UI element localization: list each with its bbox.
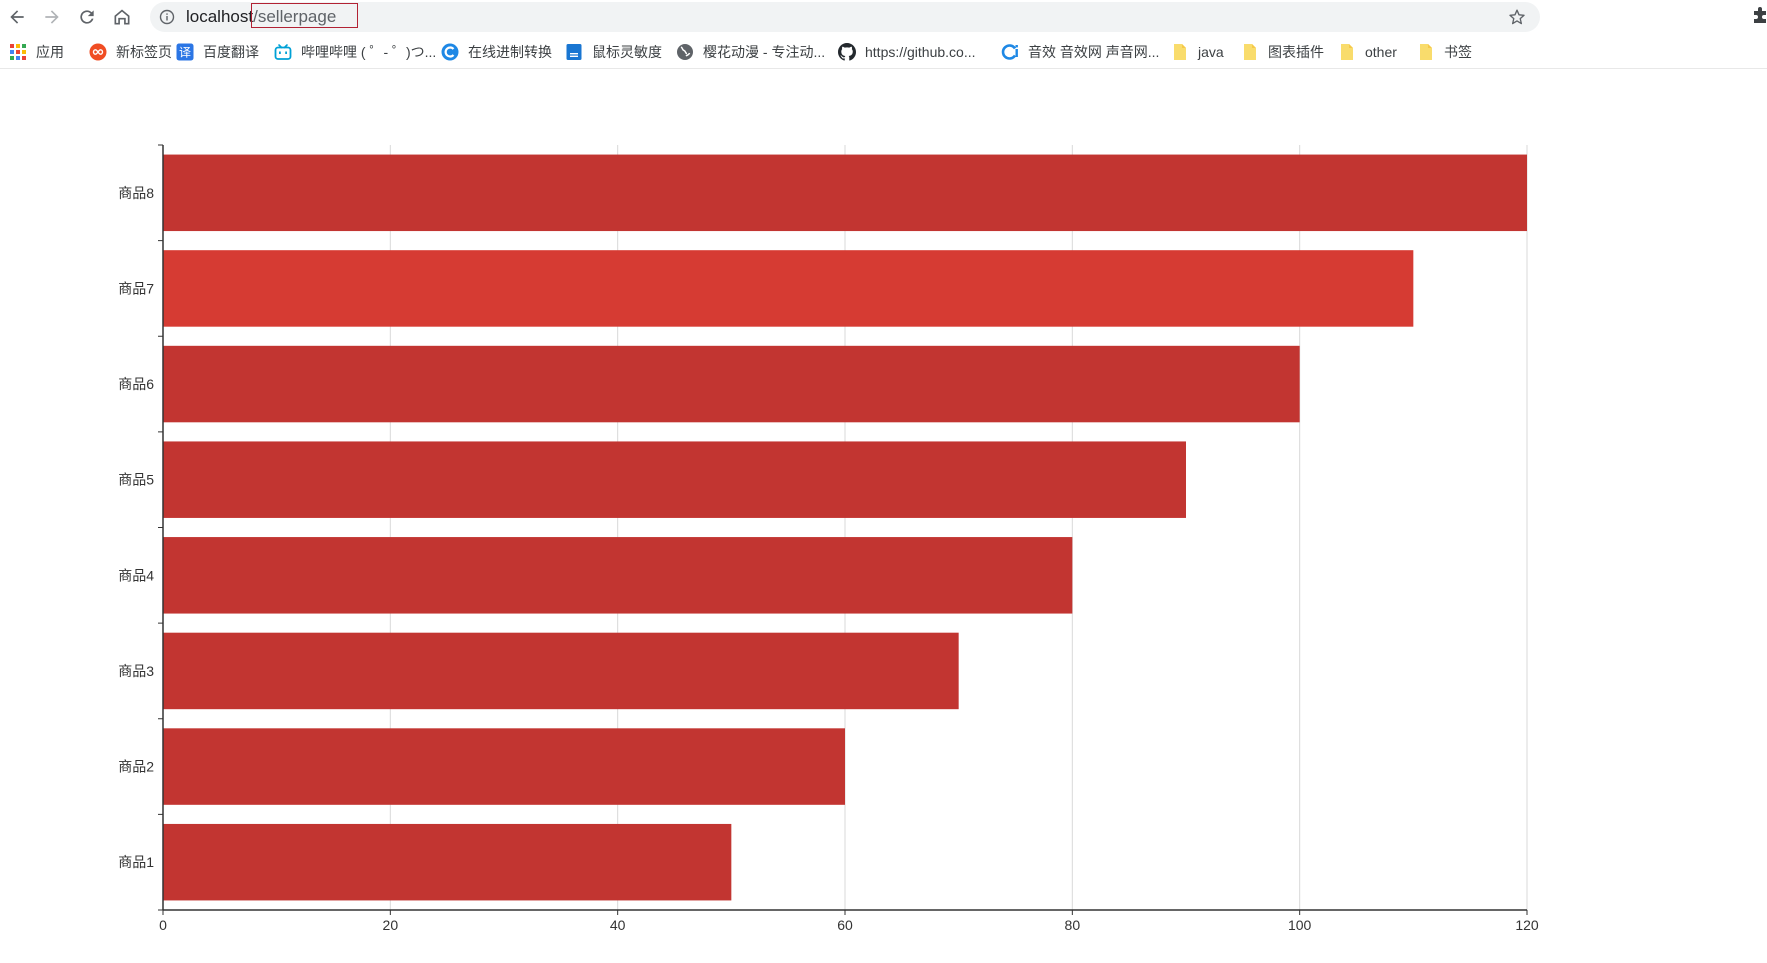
url-host: localhost <box>186 7 254 26</box>
bookmark-folder-bookmarks[interactable]: 书签 <box>1417 42 1472 62</box>
svg-text:译: 译 <box>179 46 191 60</box>
bookmark-apps[interactable]: 应用 <box>9 42 64 62</box>
bookmark-new-tab[interactable]: 新标签页 <box>89 42 172 62</box>
bookmark-label: 鼠标灵敏度 <box>592 44 662 60</box>
converter-icon <box>441 43 459 61</box>
y-tick-label: 商品1 <box>118 854 154 870</box>
y-tick-label: 商品2 <box>118 759 154 775</box>
bookmark-mouse-sensitivity[interactable]: 鼠标灵敏度 <box>565 42 662 62</box>
url-text[interactable]: localhost/sellerpage <box>186 6 336 28</box>
browser-toolbar: localhost/sellerpage <box>0 0 1767 34</box>
x-tick-label: 120 <box>1515 917 1539 933</box>
reload-button[interactable] <box>75 5 99 29</box>
back-button[interactable] <box>5 5 29 29</box>
github-icon <box>838 43 856 61</box>
seller-chart: 商品1 商品2 商品3 商品4 商品5 商品6 商品7 商品8 0 20 40 60 80 100 120 <box>0 70 1767 963</box>
seller-bar-chart: 商品1 商品2 商品3 商品4 商品5 商品6 商品7 商品8 0 20 40 60 80 100 120 <box>118 144 1539 933</box>
bar-8[interactable] <box>163 154 1527 232</box>
bar-5[interactable] <box>163 441 1186 518</box>
translate-icon: 译 <box>176 43 194 61</box>
infinity-icon <box>89 43 107 61</box>
bookmark-label: 书签 <box>1444 44 1472 60</box>
url-path: /sellerpage <box>253 7 337 26</box>
x-tick-label: 60 <box>837 917 853 933</box>
y-tick-label: 商品6 <box>118 376 154 392</box>
bar-3[interactable] <box>163 632 959 710</box>
bookmark-label: 樱花动漫 - 专注动... <box>703 44 826 60</box>
bookmark-label: 新标签页 <box>116 44 172 60</box>
document-icon <box>565 43 583 61</box>
bar-7[interactable] <box>163 250 1414 327</box>
y-tick-label: 商品8 <box>118 185 154 201</box>
bookmark-star-icon[interactable] <box>1508 8 1526 26</box>
y-tick-label: 商品5 <box>118 472 154 488</box>
folder-icon <box>1171 43 1189 61</box>
bookmark-label: https://github.co... <box>865 44 976 60</box>
forward-button[interactable] <box>40 5 64 29</box>
bookmark-sakura-anime[interactable]: 樱花动漫 - 专注动... <box>676 42 825 62</box>
home-icon <box>114 9 130 25</box>
bookmark-label: other <box>1365 44 1397 60</box>
bookmark-folder-java[interactable]: java <box>1171 42 1224 62</box>
y-tick-label: 商品7 <box>118 280 154 296</box>
bookmark-base-converter[interactable]: 在线进制转换 <box>441 42 552 62</box>
x-tick-label: 100 <box>1288 917 1312 933</box>
bookmark-folder-chart-plugins[interactable]: 图表插件 <box>1241 42 1324 62</box>
folder-icon <box>1417 43 1435 61</box>
bookmark-label: 在线进制转换 <box>468 44 552 60</box>
reload-icon <box>80 10 94 24</box>
extension-puzzle-icon[interactable] <box>1752 7 1767 25</box>
bookmark-label: 应用 <box>36 44 64 60</box>
bookmark-folder-other[interactable]: other <box>1338 42 1397 62</box>
apps-grid-icon <box>9 43 27 61</box>
bookmark-label: 音效 音效网 声音网... <box>1028 44 1160 60</box>
address-bar[interactable]: localhost/sellerpage <box>150 2 1540 32</box>
folder-icon <box>1338 43 1356 61</box>
bar-2[interactable] <box>163 728 845 805</box>
bookmark-label: 百度翻译 <box>203 44 259 60</box>
arrow-left-icon <box>10 10 24 24</box>
x-tick-label: 0 <box>159 917 167 933</box>
info-icon[interactable] <box>159 9 175 25</box>
x-tick-label: 40 <box>610 917 626 933</box>
bookmark-bilibili[interactable]: 哔哩哔哩 ( ゜- ゜)つ... <box>274 42 436 62</box>
bookmark-label: 图表插件 <box>1268 44 1324 60</box>
bar-1[interactable] <box>163 823 732 901</box>
sound-site-icon <box>1001 43 1019 61</box>
bookmark-label: java <box>1198 44 1224 60</box>
y-tick-label: 商品3 <box>118 663 154 679</box>
bookmarks-bar: 应用 新标签页 译 百度翻译 哔哩哔哩 ( ゜- ゜)つ... 在线进制转换 鼠… <box>0 36 1767 69</box>
y-tick-label: 商品4 <box>118 567 154 583</box>
arrow-right-icon <box>45 10 59 24</box>
bilibili-icon <box>274 43 292 61</box>
bookmark-github[interactable]: https://github.co... <box>838 42 976 62</box>
bar-4[interactable] <box>163 537 1073 614</box>
bookmark-baidu-translate[interactable]: 译 百度翻译 <box>176 42 259 62</box>
x-tick-label: 20 <box>383 917 399 933</box>
bar-6[interactable] <box>163 345 1300 423</box>
x-tick-label: 80 <box>1065 917 1081 933</box>
home-button[interactable] <box>110 5 134 29</box>
bookmark-sound-effects[interactable]: 音效 音效网 声音网... <box>1001 42 1159 62</box>
url-highlight-box <box>251 3 358 28</box>
folder-icon <box>1241 43 1259 61</box>
bookmark-label: 哔哩哔哩 ( ゜- ゜)つ... <box>301 44 437 60</box>
globe-icon <box>676 43 694 61</box>
